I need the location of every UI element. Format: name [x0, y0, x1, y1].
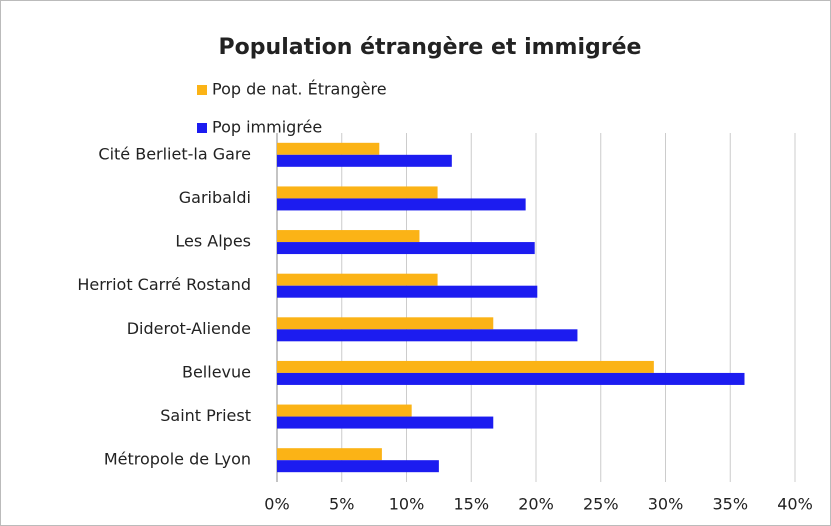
- legend-swatch: [197, 123, 207, 133]
- x-tick-label: 0%: [264, 495, 289, 514]
- chart-title: Population étrangère et immigrée: [219, 35, 642, 60]
- x-tick-label: 5%: [329, 495, 354, 514]
- bar: [277, 372, 745, 385]
- y-tick-label: Herriot Carré Rostand: [77, 275, 251, 294]
- y-tick-label: Cité Berliet-la Gare: [98, 144, 251, 163]
- y-tick-label: Bellevue: [182, 362, 251, 381]
- bar: [277, 360, 654, 373]
- x-tick-label: 10%: [389, 495, 425, 514]
- bar: [277, 273, 438, 286]
- legend-label: Pop immigrée: [212, 118, 322, 137]
- bar: [277, 416, 494, 429]
- y-tick-label: Métropole de Lyon: [104, 450, 251, 469]
- bar: [277, 242, 535, 255]
- x-tick-label: 40%: [777, 495, 813, 514]
- bar: [277, 142, 380, 155]
- bar: [277, 460, 439, 473]
- bar: [277, 154, 452, 167]
- bar: [277, 329, 578, 342]
- x-tick-label: 15%: [453, 495, 489, 514]
- y-tick-label: Diderot-Aliende: [127, 319, 251, 338]
- x-tick-label: 25%: [583, 495, 619, 514]
- bar: [277, 230, 420, 243]
- x-tick-label: 35%: [712, 495, 748, 514]
- bar: [277, 186, 438, 199]
- bar: [277, 198, 526, 211]
- bar: [277, 317, 494, 330]
- x-tick-label: 20%: [518, 495, 554, 514]
- bar: [277, 448, 382, 461]
- y-tick-label: Saint Priest: [160, 406, 251, 425]
- legend-swatch: [197, 85, 207, 95]
- legend-label: Pop de nat. Étrangère: [212, 80, 387, 99]
- bar: [277, 404, 412, 417]
- bar: [277, 285, 538, 298]
- x-tick-label: 30%: [648, 495, 684, 514]
- y-tick-label: Garibaldi: [179, 188, 251, 207]
- y-tick-label: Les Alpes: [175, 232, 251, 251]
